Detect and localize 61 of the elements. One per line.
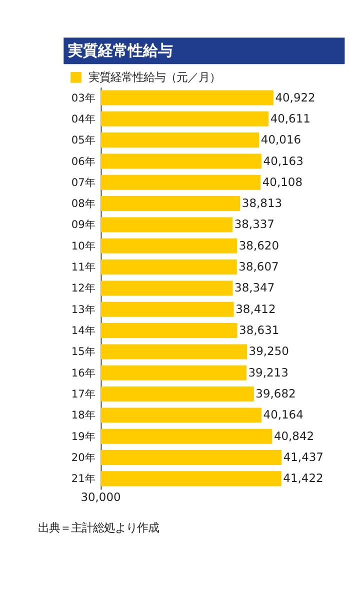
text: 38,620 (238, 238, 279, 252)
bar (100, 111, 269, 126)
y-tick-label: 19年 (71, 430, 96, 443)
text: 39,682 (256, 386, 296, 401)
source-note: 出典＝主計総処より作成 (38, 520, 159, 535)
y-tick-label: 09年 (71, 219, 96, 232)
y-tick-label: 05年 (71, 134, 96, 147)
text: 38,813 (242, 196, 282, 210)
y-tick-label: 04年 (71, 113, 96, 126)
y-tick-label: 10年 (71, 240, 96, 252)
text: 41,437 (283, 450, 324, 464)
bar (100, 174, 261, 190)
text: 30,000 (80, 490, 121, 504)
text: 40,164 (263, 408, 304, 422)
bar (100, 408, 262, 423)
bar (100, 260, 237, 275)
y-tick-label: 14年 (71, 325, 96, 338)
y-tick-label: 08年 (71, 198, 96, 210)
y-tick-label: 16年 (71, 367, 96, 380)
text: 38,607 (238, 260, 279, 274)
text: 40,163 (263, 154, 304, 168)
bar (100, 217, 233, 232)
text: 40,016 (260, 132, 302, 147)
y-tick-label: 15年 (71, 346, 96, 358)
text: 40,611 (270, 111, 310, 126)
bar (100, 450, 282, 466)
bar (100, 302, 234, 317)
text: 39,213 (248, 365, 288, 380)
bar (100, 90, 274, 106)
y-tick-label: 21年 (71, 473, 96, 486)
text: 38,347 (234, 280, 275, 295)
bar (100, 238, 238, 254)
bar (100, 471, 282, 486)
bar (100, 196, 240, 212)
y-tick-label: 07年 (71, 176, 96, 189)
text: 40,108 (262, 174, 303, 189)
bar (100, 280, 233, 296)
bar (100, 344, 248, 360)
text: 39,250 (248, 344, 289, 358)
y-tick-label: 17年 (71, 388, 96, 401)
bar (100, 154, 262, 169)
y-tick-label: 18年 (71, 410, 96, 422)
bar (100, 132, 260, 148)
y-tick-label: 13年 (71, 304, 96, 316)
bar (100, 386, 254, 402)
text: 38,631 (239, 323, 280, 338)
text: 41,422 (283, 471, 324, 486)
bar (100, 428, 272, 444)
bar (100, 323, 238, 338)
text: 38,337 (234, 217, 274, 232)
y-tick-label: 03年 (71, 92, 96, 104)
y-tick-label: 06年 (71, 156, 96, 168)
y-tick-label: 20年 (71, 452, 96, 464)
text: 40,842 (274, 428, 314, 443)
y-tick-label: 12年 (71, 282, 96, 295)
text: 40,922 (275, 90, 316, 104)
bar (100, 365, 246, 380)
legend-label: 実質経常性給与（元／月） (88, 70, 220, 84)
y-tick-label: 11年 (71, 262, 96, 274)
chart-title: 実質経常性給与 (67, 41, 174, 60)
text: 38,412 (236, 302, 276, 316)
